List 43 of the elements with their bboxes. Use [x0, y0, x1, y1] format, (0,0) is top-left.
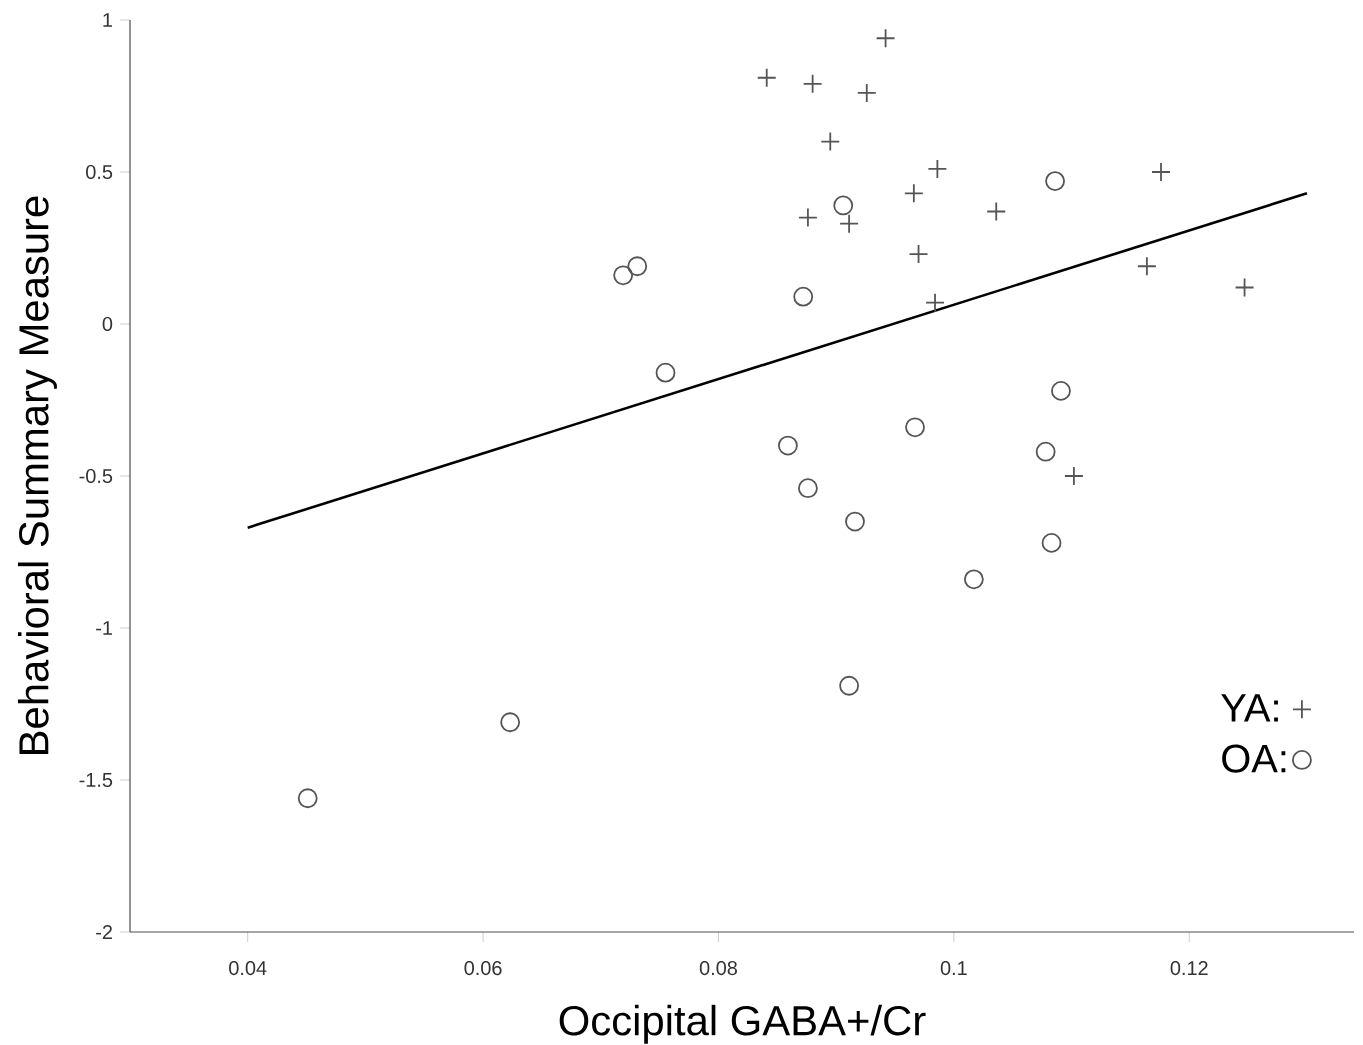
x-tick-label: 0.1	[940, 961, 967, 976]
point	[1136, 256, 1157, 277]
y-tick-label: 0	[102, 316, 113, 332]
point	[1035, 441, 1056, 462]
point	[793, 286, 814, 307]
x-tick-label: 0.06	[464, 961, 502, 976]
point	[986, 201, 1007, 222]
point	[905, 417, 925, 438]
legend-label: OA:	[1222, 744, 1286, 773]
point	[963, 569, 984, 590]
point	[820, 131, 841, 152]
y-axis-title: Behavioral Summary Measure	[17, 196, 57, 754]
y-tick-label: 0.5	[86, 164, 113, 180]
point	[845, 511, 865, 532]
point	[1045, 171, 1065, 192]
y-tick-label: -1.5	[79, 773, 113, 787]
point	[903, 183, 924, 204]
point	[839, 213, 860, 234]
point	[613, 265, 634, 286]
x-axis-title: Occipital GABA+/Cr	[559, 1004, 926, 1044]
point	[655, 362, 676, 383]
point	[627, 256, 648, 277]
point	[833, 195, 854, 216]
y-tick-label: 1	[103, 13, 113, 27]
x-tick-label: 0.04	[229, 961, 267, 976]
y-tick-label: -2	[96, 925, 112, 939]
point	[778, 435, 798, 456]
point	[500, 712, 521, 733]
point	[1051, 380, 1071, 401]
point	[798, 478, 818, 499]
y-tick-label: -1	[96, 621, 113, 635]
point	[802, 73, 823, 94]
point	[875, 28, 896, 49]
point	[839, 675, 860, 696]
x-tick-label: 0.12	[1170, 961, 1208, 976]
point	[798, 207, 818, 228]
point	[1041, 532, 1062, 553]
point	[297, 788, 318, 809]
point	[1234, 277, 1255, 298]
legend-label: YA:	[1221, 694, 1278, 722]
y-tick-label: -0.5	[79, 468, 113, 484]
point	[756, 67, 777, 88]
x-tick-label: 0.08	[699, 961, 737, 976]
